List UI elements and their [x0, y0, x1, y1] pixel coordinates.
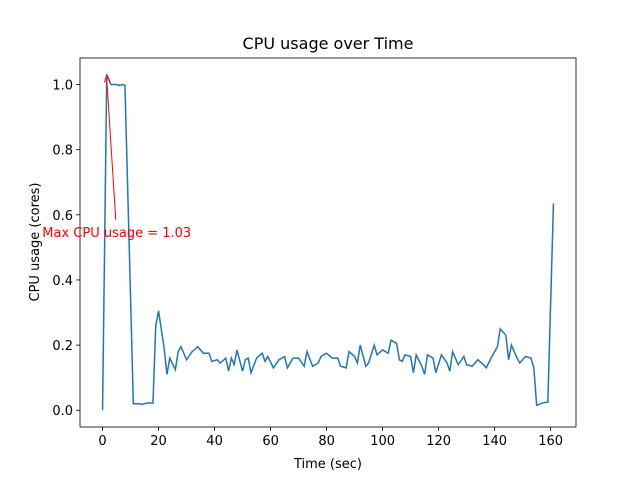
y-tick-label: 1.0: [52, 79, 73, 94]
y-tick-label: 0.6: [52, 209, 73, 224]
y-axis-label: CPU usage (cores): [28, 183, 43, 302]
x-tick-label: 20: [150, 434, 167, 449]
x-tick-label: 0: [98, 434, 106, 449]
x-axis-label: Time (sec): [293, 457, 362, 472]
x-tick-label: 160: [538, 434, 563, 449]
y-tick-label: 0.2: [52, 339, 73, 354]
annotation-arrow: [106, 78, 117, 220]
x-tick-label: 140: [482, 434, 507, 449]
x-tick-label: 40: [206, 434, 223, 449]
y-tick-label: 0.8: [52, 144, 73, 159]
x-tick-label: 120: [426, 434, 451, 449]
annotation-text: Max CPU usage = 1.03: [42, 226, 191, 241]
data-line: [101, 74, 555, 411]
x-tick-label: 80: [318, 434, 335, 449]
chart-title: CPU usage over Time: [243, 34, 414, 53]
x-tick-label: 60: [262, 434, 279, 449]
x-tick-label: 100: [370, 434, 395, 449]
plot-frame: [79, 57, 577, 428]
y-tick-label: 0.0: [52, 404, 73, 419]
annotation-arrowhead: [103, 73, 111, 83]
y-tick-label: 0.4: [52, 274, 73, 289]
